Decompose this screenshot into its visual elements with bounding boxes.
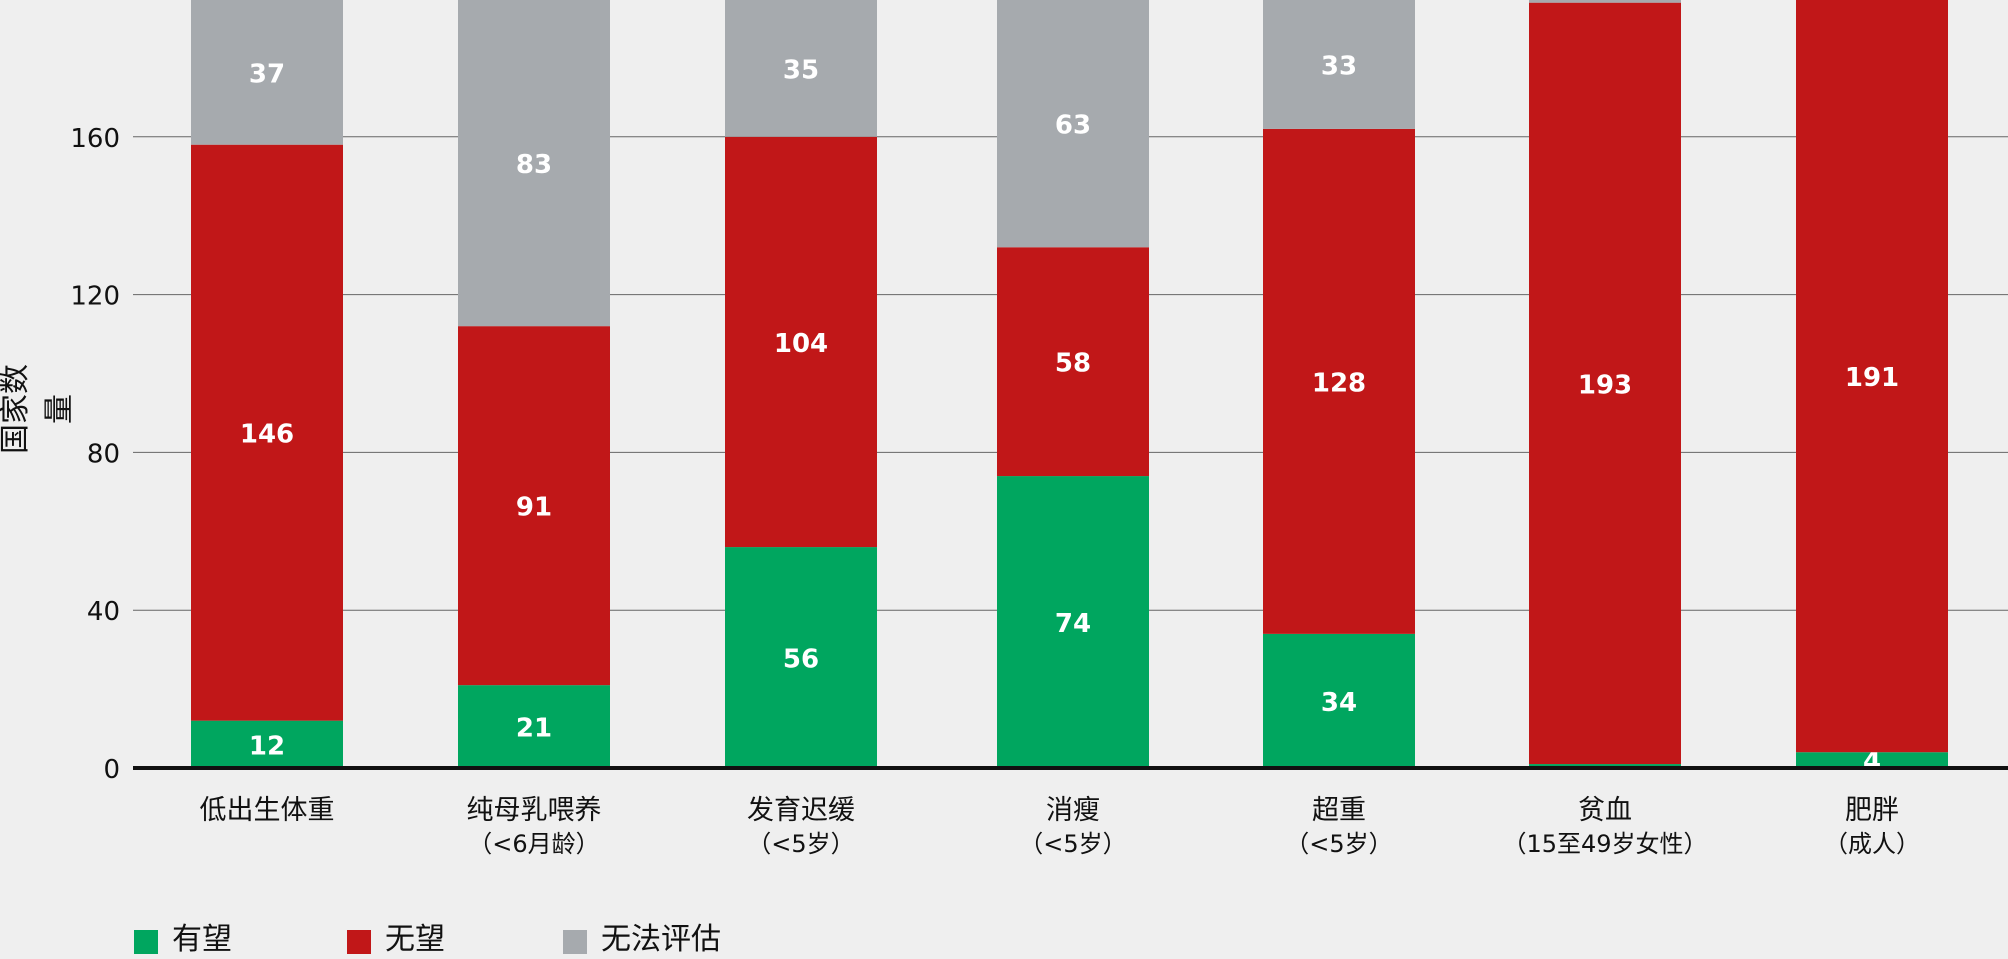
bar-segment-off-track-5 — [1529, 2, 1681, 765]
data-label: 146 — [240, 420, 294, 450]
x-tick-label-1-1: （<6月龄） — [468, 830, 599, 858]
bar-segment-not-assessable-4 — [1263, 0, 1415, 129]
bar-segment-not-assessable-3 — [997, 0, 1149, 248]
bar-segment-not-assessable-0 — [191, 0, 343, 145]
bar-segment-off-track-3 — [997, 247, 1149, 477]
x-tick-label-0-0: 低出生体重 — [200, 795, 335, 826]
bar-segment-on-track-0 — [191, 720, 343, 768]
y-tick-label-40: 40 — [87, 597, 120, 627]
bar-segment-on-track-2 — [725, 547, 877, 768]
x-tick-label-5-1: （15至49岁女性） — [1502, 830, 1707, 858]
y-axis-label: 国家数量 — [0, 364, 77, 454]
data-label: 33 — [1321, 51, 1357, 81]
data-label: 91 — [516, 493, 552, 523]
legend-swatch-off-track — [347, 930, 371, 954]
legend-swatch-on-track — [134, 930, 158, 954]
x-tick-label-1-0: 纯母乳喂养 — [467, 795, 602, 826]
y-tick-label-0: 0 — [103, 755, 120, 785]
bar-segment-on-track-6 — [1796, 752, 1948, 768]
data-label: 74 — [1055, 609, 1091, 639]
x-tick-label-6-0: 肥胖 — [1845, 795, 1899, 826]
x-tick-label-3-1: （<5岁） — [1019, 830, 1126, 858]
x-tick-label-6-1: （成人） — [1824, 830, 1920, 858]
legend-label-on-track: 有望 — [172, 922, 232, 957]
x-tick-label-2-0: 发育迟缓 — [747, 795, 855, 826]
bar-segment-off-track-6 — [1796, 0, 1948, 753]
y-tick-label-80: 80 — [87, 439, 120, 469]
y-tick-label-120: 120 — [70, 282, 120, 312]
bar-segment-off-track-4 — [1263, 128, 1415, 634]
bar-segment-not-assessable-1 — [458, 0, 610, 327]
bar-segment-on-track-3 — [997, 476, 1149, 768]
bar-segment-not-assessable-2 — [725, 0, 877, 137]
y-tick-label-160: 160 — [70, 124, 120, 154]
data-label: 12 — [249, 731, 285, 761]
x-tick-label-5-0: 贫血 — [1578, 795, 1632, 826]
bar-segment-off-track-0 — [191, 144, 343, 721]
x-tick-label-3-0: 消瘦 — [1046, 795, 1100, 826]
legend-swatch-not-assessable — [563, 930, 587, 954]
data-label: 21 — [516, 714, 552, 744]
data-label: 63 — [1055, 111, 1091, 141]
data-label: 193 — [1578, 370, 1632, 400]
x-tick-label-4-1: （<5岁） — [1285, 830, 1392, 858]
x-tick-label-4-0: 超重 — [1312, 795, 1366, 826]
data-label: 58 — [1055, 349, 1091, 379]
data-label: 56 — [783, 645, 819, 675]
bar-segment-off-track-1 — [458, 326, 610, 686]
bar-segment-off-track-2 — [725, 136, 877, 548]
data-label: 34 — [1321, 688, 1357, 718]
data-label: 104 — [774, 329, 828, 359]
bar-segment-on-track-1 — [458, 685, 610, 768]
data-label: 37 — [249, 59, 285, 89]
bar-segment-on-track-4 — [1263, 633, 1415, 768]
legend-label-off-track: 无望 — [385, 922, 445, 957]
legend-label-not-assessable: 无法评估 — [601, 922, 721, 957]
bar-segment-not-assessable-5 — [1529, 0, 1681, 3]
data-label: 191 — [1845, 363, 1899, 393]
data-label: 35 — [783, 55, 819, 85]
data-label: 128 — [1312, 368, 1366, 398]
data-label: 83 — [516, 150, 552, 180]
x-tick-label-2-1: （<5岁） — [747, 830, 854, 858]
